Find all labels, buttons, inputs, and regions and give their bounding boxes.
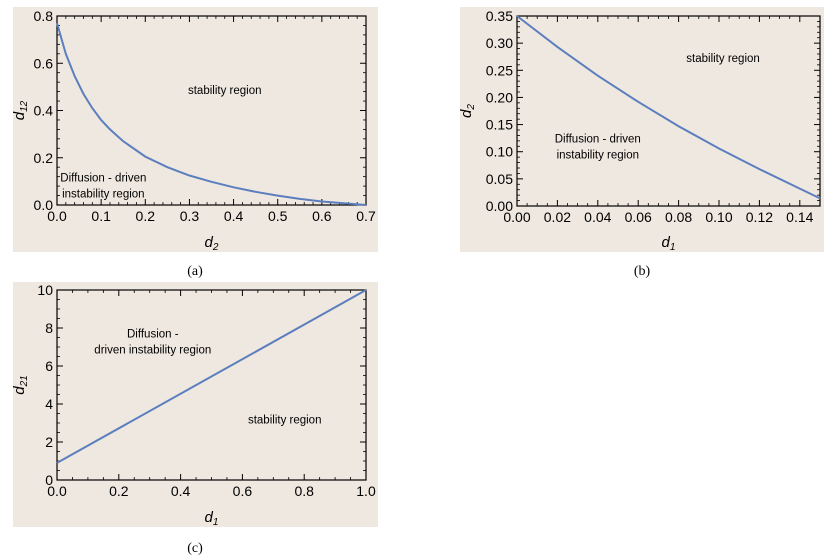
x-tick-label: 0.6 <box>312 208 332 224</box>
y-tick-label: 0.2 <box>34 150 54 166</box>
x-tick-label: 0.14 <box>786 209 813 225</box>
x-tick-label: 0.6 <box>233 483 253 499</box>
x-tick-label: 0.5 <box>268 208 288 224</box>
y-tick-label: 0.0 <box>34 197 54 213</box>
region-label-line: driven instability region <box>94 345 211 357</box>
x-axis-label-subscript: 1 <box>213 517 219 528</box>
x-tick-label: 0.12 <box>746 209 773 225</box>
x-tick-label: 0.10 <box>705 209 732 225</box>
y-tick-label: 0.4 <box>34 103 54 119</box>
x-tick-label: 0.06 <box>625 209 652 225</box>
x-tick-label: 0.7 <box>356 208 376 224</box>
x-tick-label: 0.2 <box>109 483 129 499</box>
y-tick-label: 0 <box>45 472 53 488</box>
x-axis-label-subscript: 2 <box>212 242 219 253</box>
x-tick-label: 0.4 <box>171 483 191 499</box>
y-tick-label: 0.15 <box>486 117 513 133</box>
region-label-line: Diffusion - driven <box>555 133 641 145</box>
x-tick-label: 0.02 <box>544 209 571 225</box>
y-tick-label: 0.00 <box>486 198 513 214</box>
y-axis-label-subscript: 12 <box>19 100 30 112</box>
chart-panel-b: 0.00 0.02 0.04 0.06 0.08 0.10 0.12 0.14 0.00 0.05… <box>458 7 824 279</box>
panel-background <box>13 7 378 252</box>
x-tick-label: 0.4 <box>224 208 244 224</box>
region-label: stability region <box>188 85 262 97</box>
panel-background <box>13 282 378 527</box>
region-label: Diffusion - driven instability region <box>60 172 146 200</box>
x-tick-label: 0.04 <box>584 209 611 225</box>
region-label: Diffusion - driven instability region <box>94 329 211 357</box>
y-tick-label: 0.8 <box>34 8 54 24</box>
y-tick-label: 0.10 <box>486 144 513 160</box>
panel-caption: (b) <box>634 264 651 279</box>
region-label-line: stability region <box>686 53 760 65</box>
region-label: stability region <box>248 415 322 427</box>
y-tick-label: 0.35 <box>486 8 513 24</box>
x-tick-label: 0.2 <box>136 208 156 224</box>
series-line-1 <box>516 15 821 200</box>
x-tick-label: 1.0 <box>356 483 376 499</box>
y-tick-label: 0.30 <box>486 35 513 51</box>
y-tick-label: 4 <box>45 396 53 412</box>
region-label: stability region <box>686 53 760 65</box>
panel-background <box>460 7 824 252</box>
chart-panel-c: 0.0 0.2 0.4 0.6 0.8 1.0 0 2 4 6 8 10 Diffusion - driv… <box>11 282 378 556</box>
y-axis-label-subscript: 2 <box>466 104 477 111</box>
region-label-line: Diffusion - driven <box>60 172 146 184</box>
x-axis-label-subscript: 1 <box>670 242 676 253</box>
x-tick-label: 0.00 <box>503 209 530 225</box>
region-label-line: instability region <box>557 149 639 161</box>
x-tick-label: 0.1 <box>91 208 111 224</box>
x-tick-label: 0.08 <box>665 209 692 225</box>
chart-panel-a: 0.0 0.1 0.2 0.3 0.4 0.5 0.6 0.7 0.0 0.2 0.4 0.6 0.8 s… <box>11 7 378 279</box>
panel-caption: (c) <box>187 541 203 556</box>
region-label-line: Diffusion - <box>127 329 179 341</box>
y-tick-label: 0.20 <box>486 89 513 105</box>
x-tick-label: 0.0 <box>47 208 67 224</box>
y-tick-label: 8 <box>45 320 53 336</box>
y-tick-label: 0.25 <box>486 62 513 78</box>
region-label-line: stability region <box>188 85 262 97</box>
y-axis-label-subscript: 21 <box>19 375 30 387</box>
region-label: Diffusion - driven instability region <box>555 133 641 161</box>
region-label-line: instability region <box>62 188 144 200</box>
y-tick-label: 0.6 <box>34 55 54 71</box>
y-tick-label: 6 <box>45 358 53 374</box>
x-tick-label: 0.8 <box>294 483 314 499</box>
series-line-1 <box>56 289 367 464</box>
panel-caption: (a) <box>187 264 203 279</box>
y-tick-label: 10 <box>37 282 53 298</box>
region-label-line: stability region <box>248 415 322 427</box>
y-tick-label: 0.05 <box>486 171 513 187</box>
y-tick-label: 2 <box>45 434 53 450</box>
series-line-1 <box>56 22 367 206</box>
x-tick-label: 0.3 <box>180 208 200 224</box>
x-tick-label: 0.0 <box>47 483 67 499</box>
